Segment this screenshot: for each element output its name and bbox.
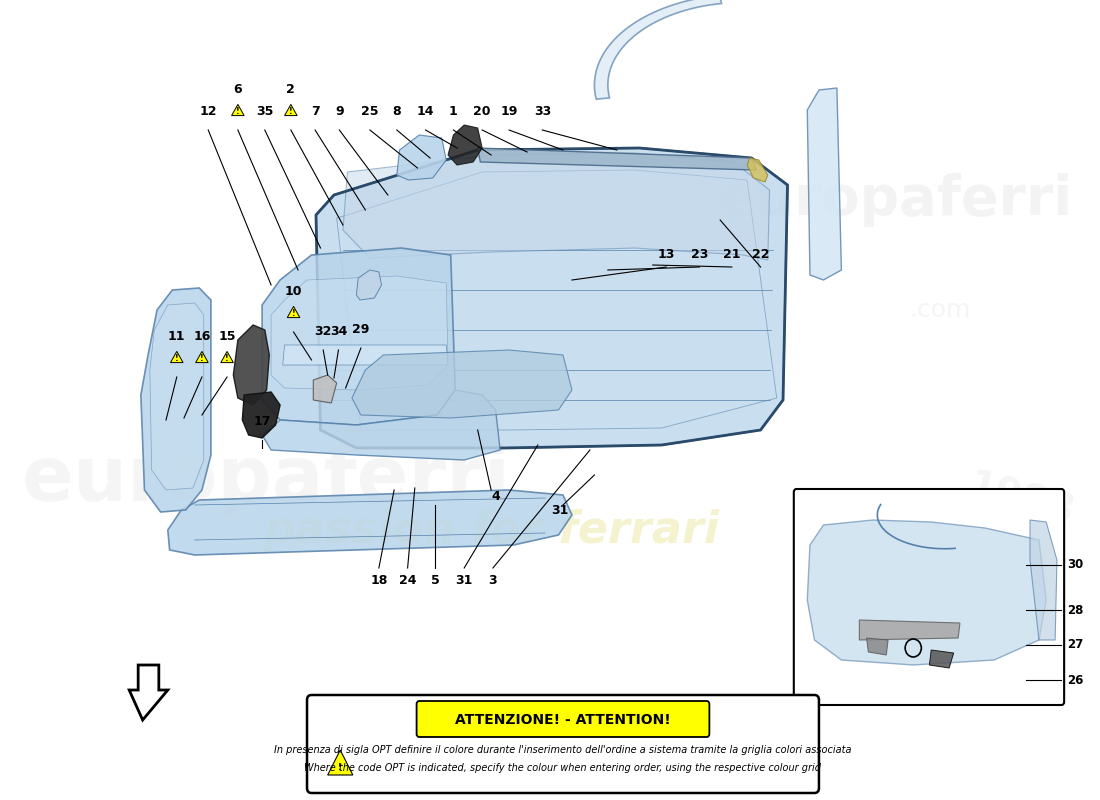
Text: 23: 23 (691, 249, 708, 262)
Polygon shape (859, 620, 960, 640)
Text: 11: 11 (168, 330, 186, 343)
Text: 34: 34 (330, 325, 348, 338)
Polygon shape (314, 375, 337, 403)
Polygon shape (930, 650, 954, 668)
Text: 8: 8 (393, 105, 402, 118)
Polygon shape (287, 306, 300, 318)
Text: .com: .com (910, 298, 971, 322)
Text: !: ! (292, 309, 296, 318)
Text: 25: 25 (361, 105, 378, 118)
Text: 12: 12 (199, 105, 217, 118)
Text: !: ! (226, 354, 229, 363)
Text: passion for ferrari: passion for ferrari (263, 509, 719, 551)
Polygon shape (477, 148, 756, 170)
Polygon shape (271, 276, 448, 390)
Polygon shape (807, 520, 1046, 665)
Text: In presenza di sigla OPT definire il colore durante l'inserimento dell'ordine a : In presenza di sigla OPT definire il col… (274, 745, 851, 755)
Text: !: ! (289, 107, 293, 116)
Text: !: ! (339, 763, 342, 773)
Polygon shape (129, 665, 168, 720)
Polygon shape (352, 350, 572, 418)
Polygon shape (168, 490, 572, 555)
Text: 21: 21 (723, 249, 740, 262)
Polygon shape (232, 104, 244, 115)
Text: 15: 15 (218, 330, 235, 343)
Polygon shape (170, 351, 183, 362)
Polygon shape (316, 148, 788, 448)
Polygon shape (196, 351, 208, 362)
Text: 22: 22 (751, 249, 769, 262)
Text: !: ! (175, 354, 178, 363)
Polygon shape (328, 750, 353, 775)
Polygon shape (221, 351, 233, 362)
FancyBboxPatch shape (794, 489, 1064, 705)
Text: 3: 3 (488, 574, 497, 586)
Text: 16: 16 (194, 330, 210, 343)
Text: 20: 20 (473, 105, 491, 118)
Text: 4: 4 (492, 490, 500, 502)
Polygon shape (141, 288, 211, 512)
Polygon shape (356, 270, 382, 300)
Polygon shape (285, 104, 297, 115)
Text: 27: 27 (1067, 638, 1084, 651)
Text: 2: 2 (286, 83, 295, 96)
Polygon shape (448, 125, 482, 165)
Polygon shape (233, 325, 270, 405)
Text: 33: 33 (534, 105, 551, 118)
Text: !: ! (200, 354, 204, 363)
Polygon shape (262, 248, 455, 425)
Text: europaferri: europaferri (717, 173, 1072, 227)
Text: 18: 18 (371, 574, 387, 586)
Text: 6: 6 (233, 83, 242, 96)
Text: 30: 30 (1067, 558, 1084, 571)
Text: 5: 5 (431, 574, 440, 586)
Polygon shape (807, 88, 842, 280)
FancyBboxPatch shape (417, 701, 710, 737)
Text: 28: 28 (1067, 603, 1084, 617)
Polygon shape (150, 303, 204, 490)
Text: 32: 32 (315, 325, 332, 338)
FancyBboxPatch shape (307, 695, 818, 793)
Text: 10: 10 (285, 285, 303, 298)
Polygon shape (283, 345, 448, 365)
Text: 19: 19 (500, 105, 518, 118)
Polygon shape (262, 390, 500, 460)
Text: !: ! (236, 107, 240, 116)
Text: 31: 31 (455, 574, 473, 586)
Text: 31: 31 (551, 503, 569, 517)
Text: europaferri: europaferri (22, 443, 512, 517)
Polygon shape (747, 158, 768, 182)
Text: ATTENZIONE! - ATTENTION!: ATTENZIONE! - ATTENTION! (455, 713, 671, 727)
Text: Where the code OPT is indicated, specify the colour when entering order, using t: Where the code OPT is indicated, specify… (305, 763, 822, 773)
Text: 1: 1 (449, 105, 458, 118)
Polygon shape (867, 638, 888, 655)
Polygon shape (397, 135, 447, 180)
Text: 7: 7 (310, 105, 319, 118)
Text: 14: 14 (417, 105, 434, 118)
Text: 1988: 1988 (964, 468, 1078, 532)
Text: 26: 26 (1067, 674, 1084, 686)
Text: 35: 35 (256, 105, 274, 118)
Polygon shape (242, 392, 280, 438)
Text: 29: 29 (352, 323, 370, 336)
Polygon shape (1030, 520, 1057, 640)
Polygon shape (343, 153, 770, 260)
Text: 13: 13 (658, 249, 675, 262)
Text: 9: 9 (336, 105, 343, 118)
Text: 17: 17 (253, 415, 271, 428)
Polygon shape (594, 0, 722, 99)
Text: 24: 24 (399, 574, 417, 586)
